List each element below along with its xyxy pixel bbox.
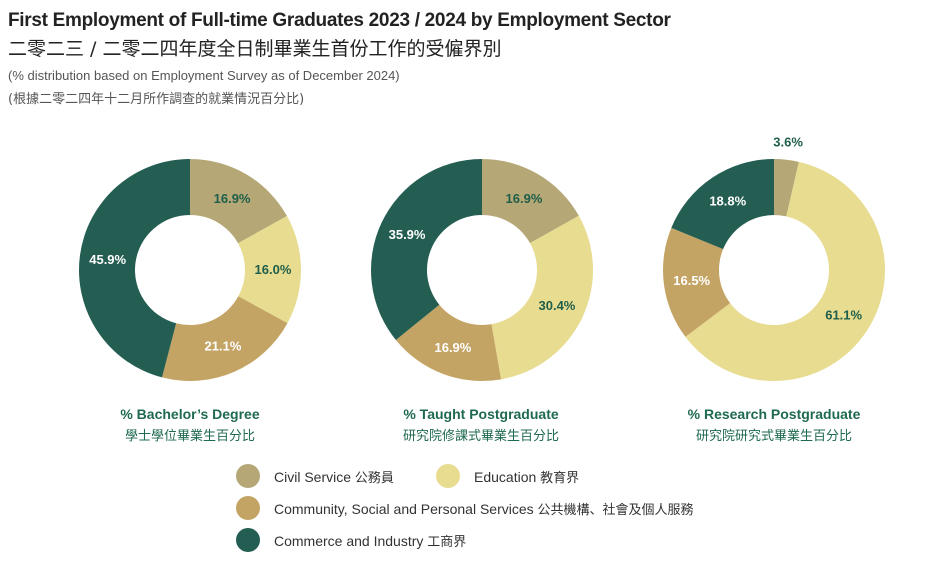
- legend-label-community-en: Community, Social and Personal Services: [274, 500, 534, 517]
- data-label-taught-community: 16.9%: [434, 340, 471, 355]
- data-label-taught-civil-service: 16.9%: [506, 191, 543, 206]
- chart-label-research: % Research Postgraduate 研究院研究式畢業生百分比: [654, 406, 894, 444]
- chart-title-zh: 二零二三 / 二零二四年度全日制畢業生首份工作的受僱界別: [8, 38, 502, 60]
- slice-bachelor-commerce: [78, 159, 190, 378]
- slice-bachelor-community: [162, 296, 288, 382]
- legend-swatch-education: [436, 464, 460, 488]
- legend-label-education-zh: 教育界: [540, 470, 580, 486]
- chart-title-en: First Employment of Full-time Graduates …: [8, 10, 671, 31]
- legend-item-commerce: Commerce and Industry 工商界: [236, 528, 466, 552]
- legend-swatch-commerce: [236, 528, 260, 552]
- data-label-taught-commerce: 35.9%: [389, 227, 426, 242]
- chart-label-bachelor: % Bachelor’s Degree 學士學位畢業生百分比: [70, 406, 310, 444]
- chart-label-taught-zh: 研究院修課式畢業生百分比: [402, 429, 559, 444]
- legend-item-education: Education 教育界: [436, 464, 579, 488]
- data-label-bachelor-community: 21.1%: [205, 339, 242, 354]
- legend-label-commerce-en: Commerce and Industry: [274, 532, 424, 549]
- data-label-research-commerce: 18.8%: [709, 194, 746, 209]
- legend-swatch-civil-service: [236, 464, 260, 488]
- chart-label-research-zh: 研究院研究式畢業生百分比: [695, 429, 852, 444]
- data-label-bachelor-education: 16.0%: [255, 262, 292, 277]
- chart-subtitle-en: (% distribution based on Employment Surv…: [8, 68, 400, 83]
- slice-research-civil-service: [774, 159, 799, 217]
- slice-bachelor-civil-service: [190, 159, 287, 244]
- data-label-research-community: 16.5%: [673, 273, 710, 288]
- chart-label-bachelor-en: % Bachelor’s Degree: [120, 406, 260, 422]
- slice-taught-commerce: [371, 159, 482, 341]
- chart-label-research-en: % Research Postgraduate: [687, 406, 861, 422]
- legend-label-commerce-zh: 工商界: [427, 534, 467, 550]
- slice-taught-civil-service: [482, 159, 579, 244]
- data-label-taught-education: 30.4%: [539, 298, 576, 313]
- legend-item-civil-service: Civil Service 公務員: [236, 464, 394, 488]
- legend-item-community: Community, Social and Personal Services …: [236, 496, 694, 520]
- legend: Civil Service 公務員 Education 教育界 Communit…: [236, 462, 856, 554]
- legend-label-community-zh: 公共機構、社會及個人服務: [537, 502, 694, 518]
- slice-research-education: [685, 161, 885, 381]
- slice-bachelor-education: [238, 216, 301, 324]
- legend-label-civil-service-en: Civil Service: [274, 468, 352, 485]
- slice-taught-education: [491, 215, 593, 380]
- data-label-bachelor-commerce: 45.9%: [89, 252, 126, 267]
- legend-swatch-community: [236, 496, 260, 520]
- slice-research-commerce: [671, 159, 774, 250]
- chart-label-taught-en: % Taught Postgraduate: [403, 406, 559, 422]
- legend-label-civil-service-zh: 公務員: [354, 470, 394, 486]
- chart-label-taught: % Taught Postgraduate 研究院修課式畢業生百分比: [361, 406, 601, 444]
- data-label-bachelor-civil-service: 16.9%: [214, 191, 251, 206]
- chart-subtitle-zh: (根據二零二四年十二月所作調查的就業情況百分比): [8, 92, 305, 107]
- slice-taught-community: [395, 304, 502, 381]
- chart-label-bachelor-zh: 學士學位畢業生百分比: [124, 429, 255, 444]
- slice-research-community: [662, 227, 731, 337]
- legend-label-education-en: Education: [474, 468, 537, 485]
- data-label-research-education: 61.1%: [825, 308, 862, 323]
- donut-charts: 16.9% 16.0% 21.1% 45.9% 16.9% 30.4% 16.9% 35.9%…: [78, 134, 885, 382]
- data-label-research-civil-service: 3.6%: [773, 134, 803, 149]
